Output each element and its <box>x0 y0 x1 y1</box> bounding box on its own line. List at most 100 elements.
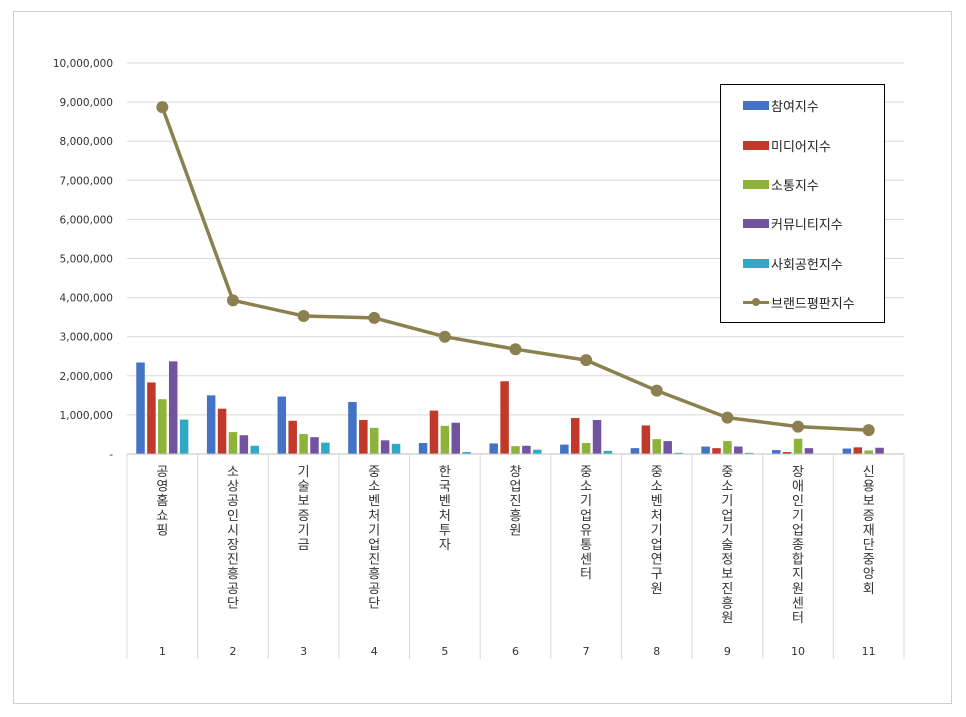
bar-4 <box>875 447 884 454</box>
bar-2 <box>782 452 792 454</box>
bar-3 <box>581 443 591 454</box>
legend: 참여지수 미디어지수 소통지수 커뮤니티지수 사회공헌지수 브랜드평판지수 <box>720 84 885 323</box>
bar-1 <box>348 401 357 454</box>
bar-4 <box>380 440 390 454</box>
y-tick-label: 3,000,000 <box>60 332 113 344</box>
bar-1 <box>489 443 498 454</box>
line-point <box>580 354 593 367</box>
legend-item-media: 미디어지수 <box>743 135 831 155</box>
rank-label: 1 <box>159 645 166 658</box>
x-axis: 공 영 홈 쇼 핑 1 소 상 공 인 시 장 진 흥 공 단 2 기 술 보 증 기 금 3 중 소 벤 처 기 업 진 흥 공 단 4 한 국 벤 처 투… <box>126 453 905 659</box>
bar-3 <box>228 432 238 454</box>
bar-3 <box>652 439 662 454</box>
legend-swatch-media <box>743 140 769 150</box>
rank-label: 9 <box>724 645 731 658</box>
legend-label-community: 커뮤니티지수 <box>771 217 843 233</box>
rank-label: 11 <box>862 645 876 658</box>
bar-5 <box>533 449 542 454</box>
bar-5 <box>321 442 330 454</box>
bar-1 <box>560 444 569 454</box>
bar-1 <box>842 448 852 454</box>
legend-swatch-communication <box>743 179 769 189</box>
bar-3 <box>793 438 803 454</box>
legend-line-marker-brand-reputation <box>743 292 769 312</box>
bar-3 <box>723 441 732 454</box>
y-tick-label: 7,000,000 <box>60 175 113 187</box>
bar-2 <box>429 410 439 454</box>
legend-swatch-participation <box>743 100 769 110</box>
rank-label: 8 <box>653 645 660 658</box>
y-axis-tick-labels: - 1,000,000 2,000,000 3,000,000 4,000,000 5,0… <box>53 58 113 461</box>
bar-4 <box>663 441 672 454</box>
bar-3 <box>369 427 379 454</box>
rank-label: 6 <box>512 645 519 658</box>
line-point <box>297 309 310 322</box>
bar-1 <box>277 396 287 454</box>
bar-2 <box>641 425 651 454</box>
bar-3 <box>864 450 873 454</box>
bar-1 <box>136 362 145 454</box>
y-tick-label: 5,000,000 <box>60 254 113 266</box>
bar-2 <box>853 447 863 454</box>
legend-label-brand-reputation: 브랜드평판지수 <box>771 296 855 312</box>
line-point <box>862 424 875 437</box>
bar-5 <box>744 452 754 454</box>
y-tick-label: 8,000,000 <box>60 136 113 148</box>
bar-4 <box>239 435 249 454</box>
bar-2 <box>500 381 509 454</box>
bar-1 <box>771 450 781 454</box>
bar-4 <box>310 437 319 454</box>
bar-2 <box>147 382 156 454</box>
rank-label: 7 <box>583 645 590 658</box>
bar-4 <box>804 448 814 454</box>
y-tick-label: 10,000,000 <box>53 58 113 70</box>
bar-2 <box>712 448 721 454</box>
line-point <box>368 311 381 324</box>
y-tick-label: 2,000,000 <box>60 371 113 383</box>
line-point <box>721 411 734 424</box>
legend-label-social-contribution: 사회공헌지수 <box>771 257 843 273</box>
bar-5 <box>603 450 613 454</box>
rank-label: 2 <box>229 645 236 658</box>
rank-label: 3 <box>300 645 307 658</box>
bar-5 <box>462 452 471 454</box>
y-tick-label: 9,000,000 <box>60 97 113 109</box>
bar-5 <box>250 445 260 454</box>
bar-2 <box>288 420 297 454</box>
line-point <box>509 343 522 356</box>
bar-1 <box>206 395 216 454</box>
bar-4 <box>522 445 531 454</box>
rank-label: 10 <box>791 645 805 658</box>
line-point <box>156 101 169 114</box>
y-tick-label: 4,000,000 <box>60 293 113 305</box>
bar-4 <box>451 422 461 454</box>
bar-4 <box>592 419 602 454</box>
legend-label-communication: 소통지수 <box>771 178 819 194</box>
bar-3 <box>440 425 450 454</box>
y-tick-label: 1,000,000 <box>60 410 113 422</box>
bar-4 <box>168 361 178 454</box>
bar-5 <box>391 443 401 454</box>
legend-item-social-contribution: 사회공헌지수 <box>743 253 843 273</box>
legend-item-communication: 소통지수 <box>743 174 819 194</box>
bar-1 <box>418 443 428 454</box>
brand-reputation-line <box>156 101 875 437</box>
bar-3 <box>511 446 520 454</box>
bar-3 <box>299 434 308 454</box>
bar-4 <box>734 446 743 454</box>
y-tick-label: - <box>109 449 113 461</box>
bar-1 <box>630 448 640 454</box>
legend-item-participation: 참여지수 <box>743 95 819 115</box>
line-point <box>650 384 663 397</box>
